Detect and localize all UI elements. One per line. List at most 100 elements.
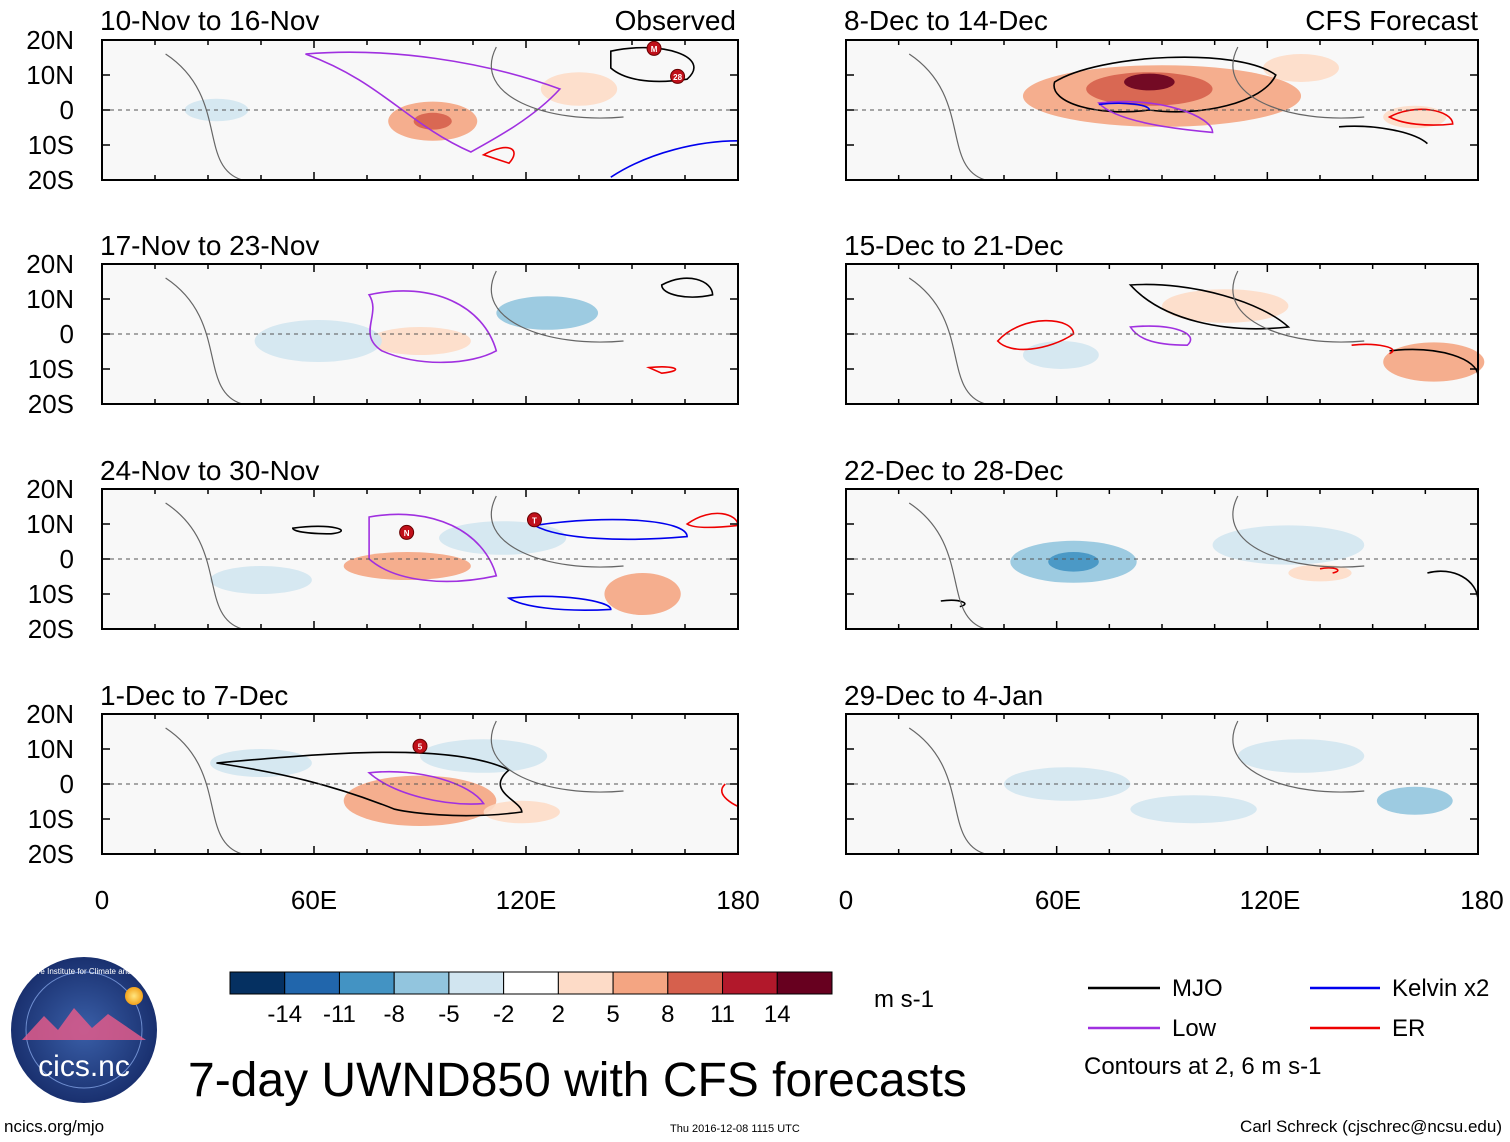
lat-label: 10S — [28, 130, 74, 160]
lat-label: 0 — [60, 769, 74, 799]
contour-line — [1319, 567, 1339, 574]
map-panel-left-2 — [101, 263, 739, 405]
storm-marker: T — [526, 512, 542, 528]
observed-label: Observed — [615, 5, 736, 36]
panel-title-right-1: 8-Dec to 14-Dec — [844, 5, 1048, 36]
contour-line — [645, 366, 677, 375]
cics-logo: cics.nc Cooperative Institute for Climat… — [2, 957, 166, 1103]
lat-label: 20N — [26, 249, 74, 279]
lat-label: 20S — [28, 839, 74, 869]
contour-line — [532, 518, 688, 541]
storm-label: 5 — [418, 743, 423, 752]
coastline — [1232, 720, 1365, 793]
lat-label: 0 — [60, 544, 74, 574]
coastline — [908, 277, 986, 405]
anomaly-shading — [1383, 105, 1447, 129]
legend-label-er: ER — [1392, 1015, 1425, 1042]
lat-label: 10S — [28, 354, 74, 384]
storm-label: T — [532, 516, 537, 525]
coastline — [490, 495, 624, 568]
map-panel-right-2 — [845, 263, 1485, 405]
anomaly-shading — [1237, 739, 1365, 773]
map-panel-left-4 — [101, 713, 739, 855]
main-title: 7-day UWND850 with CFS forecasts — [188, 1054, 967, 1107]
anomaly-shading — [496, 296, 599, 330]
legend-label-mjo: MJO — [1172, 975, 1223, 1002]
contour-line — [368, 513, 498, 583]
logo-text: cics.nc — [38, 1050, 130, 1083]
footer-author: Carl Schreck (cjschrec@ncsu.edu) — [1240, 1117, 1502, 1136]
colorbar-label: -8 — [384, 1001, 405, 1028]
lat-label: 10S — [28, 579, 74, 609]
contour-line — [291, 525, 342, 535]
anomaly-shading — [343, 552, 471, 580]
panel-title-right-3: 22-Dec to 28-Dec — [844, 455, 1063, 486]
coastline — [1232, 495, 1365, 568]
lat-label: 20N — [26, 25, 74, 55]
lat-label: 10N — [26, 284, 74, 314]
panel-title-left-1: 10-Nov to 16-Nov — [100, 5, 319, 36]
map-panel-right-4 — [845, 713, 1479, 855]
panel-title-right-2: 15-Dec to 21-Dec — [844, 230, 1063, 261]
contour-line — [660, 277, 714, 298]
anomaly-shading — [1003, 767, 1131, 801]
contour-line — [1351, 343, 1394, 355]
anomaly-shading — [1383, 342, 1485, 382]
anomaly-shading — [1263, 54, 1339, 82]
footer-timestamp: Thu 2016-12-08 1115 UTC — [670, 1123, 800, 1135]
anomaly-shading — [420, 739, 548, 773]
lat-label: 0 — [60, 95, 74, 125]
contour-line — [1338, 125, 1428, 145]
lat-label: 10N — [26, 734, 74, 764]
lat-label: 20S — [28, 165, 74, 195]
contour-line — [481, 146, 515, 165]
panels-layer: M 28 N T 5 — [101, 39, 1485, 855]
anomaly-shading — [1048, 552, 1099, 572]
lat-label: 10S — [28, 804, 74, 834]
forecast-label: CFS Forecast — [1305, 5, 1478, 36]
anomaly-shading — [604, 573, 681, 615]
lon-label-60e-left: 60E — [291, 885, 337, 915]
colorbar-swatch — [667, 971, 724, 995]
coastline — [490, 46, 624, 119]
anomaly-shading — [369, 327, 471, 355]
coastline — [490, 720, 624, 793]
panel-title-left-3: 24-Nov to 30-Nov — [100, 455, 319, 486]
anomaly-shading — [210, 749, 312, 777]
coastline — [165, 727, 243, 855]
colorbar-swatch — [448, 971, 505, 995]
lon-label-180-right: 180 — [1460, 885, 1503, 915]
storm-marker: M — [646, 40, 662, 56]
contour-line — [1098, 102, 1151, 111]
colorbar-label: 8 — [661, 1001, 674, 1028]
colorbar-swatch — [776, 971, 833, 995]
anomaly-shading — [254, 320, 382, 362]
coastline — [908, 727, 986, 855]
lon-label-0-right: 0 — [839, 885, 853, 915]
colorbar-swatch — [229, 971, 286, 995]
coastline — [908, 53, 986, 181]
contour-line — [1389, 348, 1479, 377]
storm-marker: N — [399, 524, 415, 540]
legend-label-kelvin: Kelvin x2 — [1392, 975, 1489, 1002]
anomaly-shading — [210, 566, 312, 594]
colorbar-label: -11 — [323, 1001, 356, 1028]
map-panel-left-3 — [101, 488, 739, 630]
lat-label: 10N — [26, 509, 74, 539]
lon-label-180-left: 180 — [716, 885, 759, 915]
colorbar-swatch — [338, 971, 395, 995]
colorbar-label: -14 — [267, 1001, 302, 1028]
storm-label: 28 — [673, 73, 682, 82]
contour-line — [367, 290, 498, 364]
contour-line — [1387, 108, 1454, 126]
contour-line — [1053, 56, 1277, 113]
colorbar-swatch — [284, 971, 340, 995]
lat-label: 0 — [60, 319, 74, 349]
contour-line — [367, 770, 486, 805]
contour-line — [216, 751, 523, 817]
anomaly-shading — [1130, 795, 1257, 824]
map-panel-right-1 — [845, 39, 1479, 181]
colorbar-label: -5 — [438, 1001, 459, 1028]
coastline — [908, 502, 986, 630]
mountain-icon — [22, 1008, 146, 1040]
